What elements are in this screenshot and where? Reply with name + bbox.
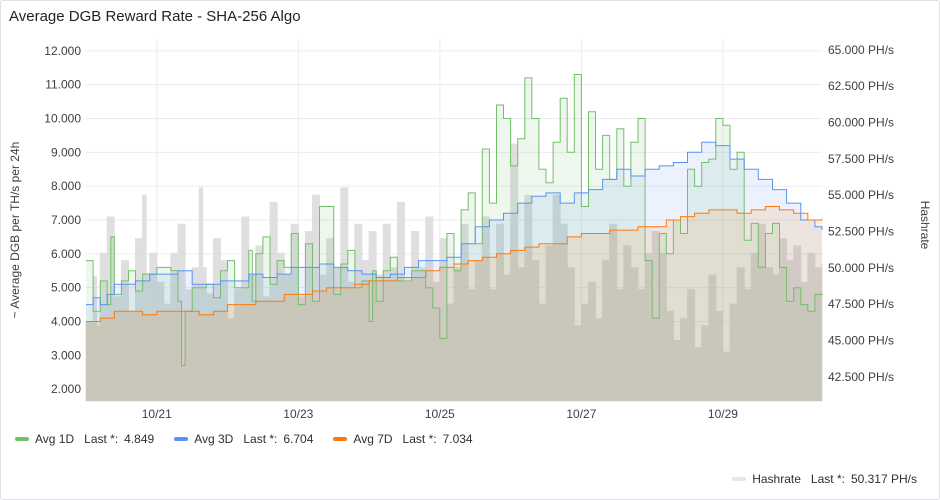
y-tick-label-6-000: 6.000 xyxy=(51,247,81,261)
legend-swatch-avg-3d xyxy=(174,437,189,441)
series-area-avg-3d xyxy=(86,142,822,401)
panel-title: Average DGB Reward Rate - SHA-256 Algo xyxy=(9,8,301,25)
legend-last-label-avg-7d: Last *: xyxy=(402,432,437,446)
y-tick-label-2-000: 2.000 xyxy=(51,382,81,396)
legend-last-value-avg-3d: 6.704 xyxy=(283,432,314,446)
legend-swatch-avg-1d xyxy=(15,437,29,441)
legend-primary: Avg 1D Last *: 4.849 Avg 3D Last *: 6.70… xyxy=(15,432,473,446)
series-area-avg-7d xyxy=(86,206,822,401)
series-lines xyxy=(86,74,823,366)
y-tick-label-9-000: 9.000 xyxy=(51,145,81,159)
y2-tick-label-60-000-ph-s: 60.000 PH/s xyxy=(828,116,894,130)
y-tick-label-5-000: 5.000 xyxy=(51,281,81,295)
y2-tick-label-47-500-ph-s: 47.500 PH/s xyxy=(828,297,894,311)
y2-tick-label-65-000-ph-s: 65.000 PH/s xyxy=(828,43,894,57)
y-tick-label-10-000: 10.000 xyxy=(44,112,81,126)
y2-tick-label-62-500-ph-s: 62.500 PH/s xyxy=(828,79,894,93)
y2-tick-label-42-500-ph-s: 42.500 PH/s xyxy=(828,370,894,384)
legend-label-avg-7d: Avg 7D xyxy=(353,432,393,446)
legend-item-hashrate[interactable]: Hashrate Last *: 50.317 PH/s xyxy=(732,472,917,486)
y-tick-label-7-000: 7.000 xyxy=(51,213,81,227)
series-area-hashrate xyxy=(85,143,823,402)
legend-item-avg-3d[interactable]: Avg 3D Last *: 6.704 xyxy=(174,432,313,446)
legend-label-hashrate: Hashrate xyxy=(752,472,801,486)
legend-secondary: Hashrate Last *: 50.317 PH/s xyxy=(732,472,917,486)
y-tick-label-12-000: 12.000 xyxy=(44,44,81,58)
x-tick-label-10-21: 10/21 xyxy=(142,407,172,421)
legend-last-label-avg-1d: Last *: xyxy=(84,432,119,446)
x-tick-label-10-27: 10/27 xyxy=(566,407,596,421)
legend-label-avg-1d: Avg 1D xyxy=(35,432,75,446)
series-line-avg-7d xyxy=(86,206,823,322)
legend-last-label-avg-3d: Last *: xyxy=(243,432,278,446)
legend-last-label-hashrate: Last *: xyxy=(810,472,845,486)
legend-last-value-avg-7d: 7.034 xyxy=(442,432,473,446)
x-tick-label-10-23: 10/23 xyxy=(283,407,313,421)
y-tick-label-11-000: 11.000 xyxy=(45,78,81,92)
legend-last-value-avg-1d: 4.849 xyxy=(124,432,155,446)
y-tick-label-8-000: 8.000 xyxy=(51,179,81,193)
series-line-avg-3d xyxy=(86,141,823,306)
series-line-avg-1d xyxy=(86,74,823,366)
y2-tick-label-45-000-ph-s: 45.000 PH/s xyxy=(828,333,894,347)
legend-last-value-hashrate: 50.317 PH/s xyxy=(850,472,917,486)
y-tick-label-4-000: 4.000 xyxy=(51,314,81,328)
axes: 2.000 3.000 4.000 5.000 6.000 7.000 8.000 9.000… xyxy=(8,43,932,421)
x-tick-label-10-29: 10/29 xyxy=(708,407,738,421)
y-tick-label-3-000: 3.000 xyxy=(51,348,81,362)
y2-tick-label-52-500-ph-s: 52.500 PH/s xyxy=(828,224,894,238)
legend-swatch-avg-7d xyxy=(333,437,348,441)
y2-tick-label-55-000-ph-s: 55.000 PH/s xyxy=(828,188,894,202)
legend-swatch-hashrate xyxy=(732,477,747,481)
x-tick-label-10-25: 10/25 xyxy=(425,407,455,421)
y2-tick-label-57-500-ph-s: 57.500 PH/s xyxy=(828,152,894,166)
y-axis-label: ~ Average DGB per TH/s per 24h xyxy=(8,142,22,319)
legend-item-avg-7d[interactable]: Avg 7D Last *: 7.034 xyxy=(333,432,473,446)
legend-label-avg-3d: Avg 3D xyxy=(194,432,234,446)
y2-tick-label-50-000-ph-s: 50.000 PH/s xyxy=(828,261,894,275)
y2-axis-label: Hashrate xyxy=(918,201,932,250)
legend-item-avg-1d[interactable]: Avg 1D Last *: 4.849 xyxy=(15,432,154,446)
